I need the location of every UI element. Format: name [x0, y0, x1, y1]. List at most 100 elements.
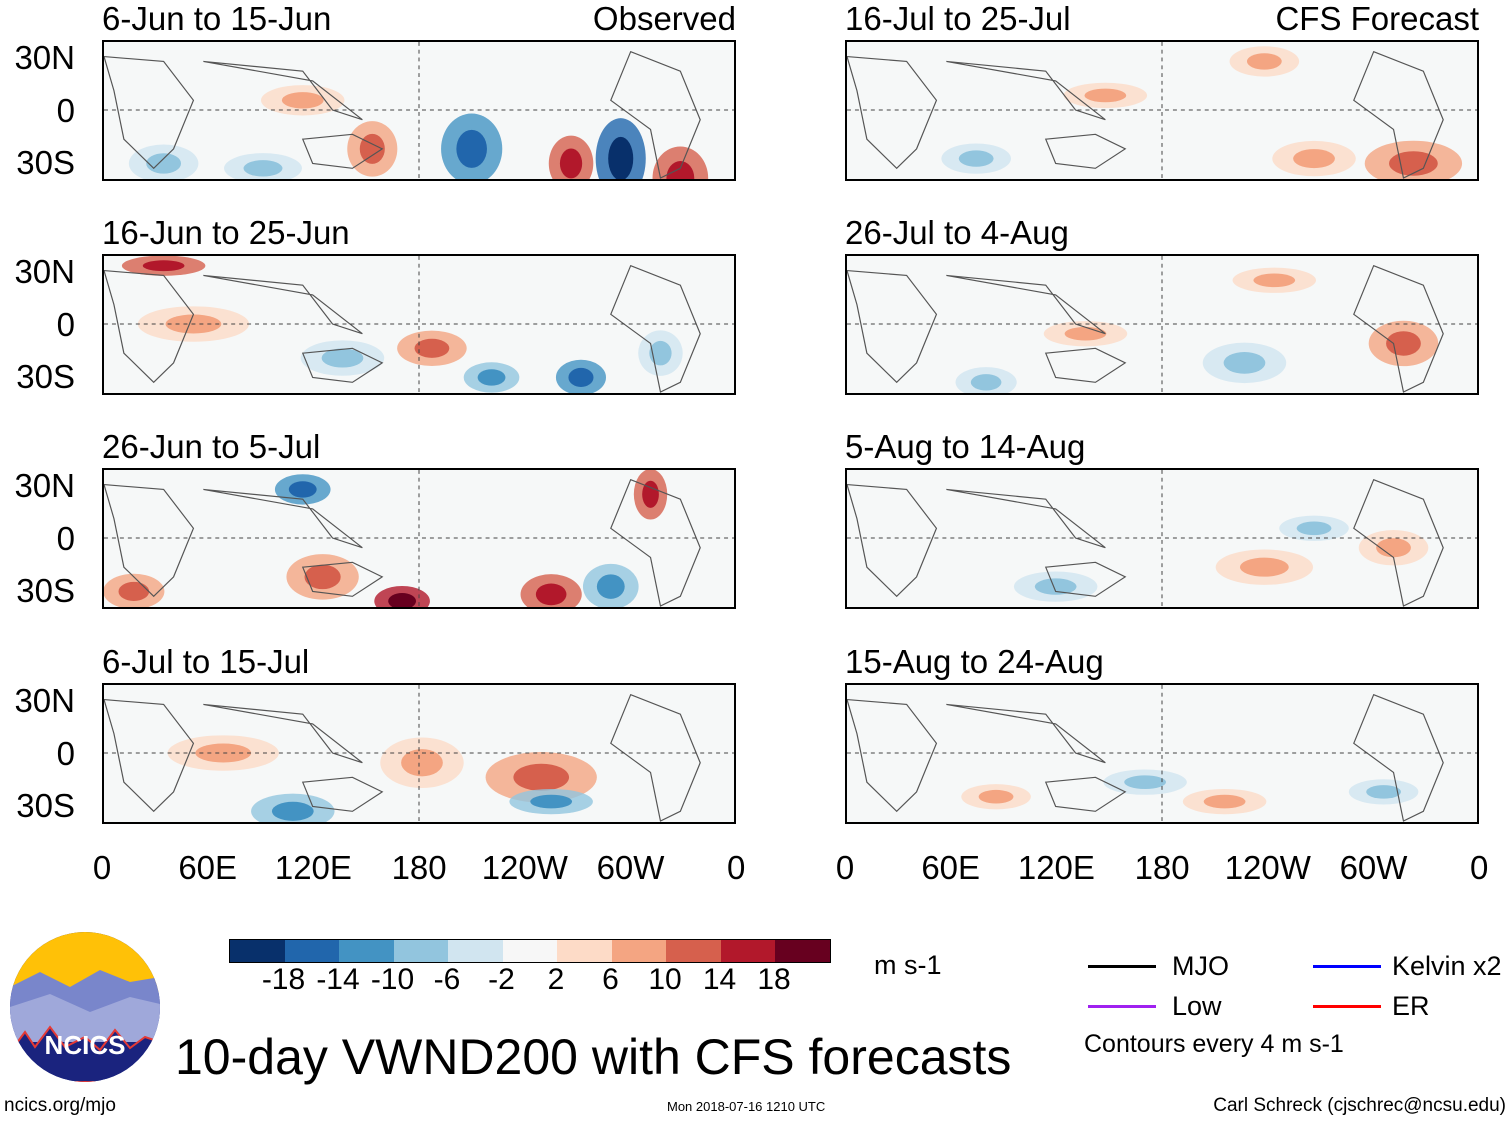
coastlines — [104, 693, 701, 822]
anomaly-core — [642, 480, 659, 508]
anomaly-core — [456, 129, 487, 168]
colorbar-swatch — [720, 940, 775, 962]
anomaly-core — [271, 801, 314, 821]
x-tick-label: 60E — [921, 849, 981, 886]
map-panel — [845, 40, 1479, 181]
anomaly-core — [970, 374, 1002, 391]
legend-label-mjo: MJO — [1172, 951, 1229, 981]
coastlines — [847, 693, 1444, 822]
footer-url[interactable]: ncics.org/mjo — [4, 1095, 116, 1116]
colorbar-tick-label: 2 — [547, 963, 565, 996]
y-tick-label: 30S — [16, 144, 75, 181]
y-tick-label: 30N — [14, 467, 75, 504]
colorbar-swatch — [611, 940, 666, 962]
anomaly-core — [477, 369, 506, 386]
colorbar-units: m s-1 — [874, 950, 942, 980]
anomaly-core — [321, 348, 364, 368]
colorbar-swatch — [230, 940, 285, 962]
anomaly-core — [1296, 521, 1332, 536]
column-header: Observed — [592, 0, 736, 37]
panel-title: 16-Jun to 25-Jun — [102, 214, 350, 251]
anomaly-core — [1376, 538, 1411, 558]
colorbar-tick-label: 10 — [648, 963, 682, 996]
y-tick-label: 0 — [56, 306, 75, 343]
anomaly-core — [1240, 557, 1289, 577]
anomaly-core — [1203, 794, 1246, 809]
anomaly-core — [142, 260, 185, 272]
coastlines — [104, 478, 701, 607]
y-tick-label: 30N — [14, 682, 75, 719]
y-tick-label: 0 — [56, 92, 75, 129]
colorbar-tick-label: -14 — [316, 963, 360, 996]
anomaly-core — [568, 367, 594, 387]
anomaly-core — [304, 564, 341, 590]
anomaly-core — [401, 749, 443, 777]
colorbar-tick-label: 14 — [702, 963, 737, 996]
anomaly-core — [146, 153, 182, 174]
anomaly-core — [958, 150, 994, 167]
panel-title: 26-Jun to 5-Jul — [102, 428, 321, 465]
anomaly-core — [388, 593, 417, 607]
map-panel — [845, 683, 1479, 824]
svg-text:NCICS: NCICS — [45, 1030, 126, 1060]
map-panel — [102, 40, 736, 181]
colorbar-swatch — [393, 940, 448, 962]
panel-title: 5-Aug to 14-Aug — [845, 428, 1086, 465]
coastlines — [104, 50, 701, 179]
coastlines — [847, 478, 1444, 607]
colorbar-swatch — [502, 940, 557, 962]
colorbar-tick-label: -6 — [433, 963, 461, 996]
x-tick-label: 0 — [835, 849, 855, 886]
anomaly-core — [1293, 149, 1335, 169]
panel-title: 6-Jun to 15-Jun — [102, 0, 332, 37]
anomaly-core — [243, 160, 283, 177]
footer-author: Carl Schreck (cjschrec@ncsu.edu) — [1213, 1095, 1506, 1116]
y-tick-label: 30S — [16, 358, 75, 395]
x-tick-label: 180 — [391, 849, 447, 886]
x-tick-label: 120E — [1017, 849, 1095, 886]
legend-line-er — [1313, 1005, 1381, 1008]
x-tick-label: 0 — [727, 849, 746, 886]
anomaly-core — [666, 161, 695, 179]
x-tick-label: 0 — [1470, 849, 1489, 886]
anomaly-core — [1253, 273, 1296, 288]
anomaly-core — [1223, 351, 1266, 374]
panel-title: 26-Jul to 4-Aug — [845, 214, 1069, 251]
y-tick-label: 30N — [14, 39, 75, 76]
coastlines — [847, 264, 1444, 393]
anomaly-core — [1124, 775, 1166, 789]
anomaly-core — [1366, 785, 1401, 799]
ncics-logo: NCICS — [10, 932, 160, 1082]
anomaly-core — [1246, 53, 1282, 70]
colorbar — [229, 939, 831, 963]
colorbar-tick-label: -2 — [488, 963, 515, 996]
y-tick-label: 0 — [56, 520, 75, 557]
x-tick-label: 60W — [1339, 849, 1408, 886]
colorbar-swatch — [775, 940, 830, 962]
anomaly-core — [1389, 151, 1438, 176]
anomaly-core — [608, 136, 634, 179]
y-tick-label: 0 — [56, 735, 75, 772]
panel-title: 16-Jul to 25-Jul — [845, 0, 1071, 37]
map-panel — [102, 254, 736, 395]
y-tick-label: 30S — [16, 572, 75, 609]
anomaly-core — [978, 789, 1014, 804]
anomaly-core — [414, 338, 450, 358]
colorbar-swatch — [448, 940, 503, 962]
colorbar-swatch — [557, 940, 612, 962]
map-panel — [102, 468, 736, 609]
anomaly-core — [535, 583, 567, 606]
legend-line-low — [1088, 1005, 1156, 1008]
anomaly-core — [649, 340, 672, 366]
map-panel — [845, 468, 1479, 609]
x-tick-label: 60E — [178, 849, 238, 886]
map-panel — [845, 254, 1479, 395]
x-tick-label: 60W — [596, 849, 665, 886]
anomaly-core — [1084, 88, 1127, 103]
legend-label-low: Low — [1172, 991, 1222, 1021]
footer-timestamp: Mon 2018-07-16 1210 UTC — [667, 1099, 826, 1114]
x-tick-label: 120W — [1224, 849, 1311, 886]
y-tick-label: 30S — [16, 787, 75, 824]
anomaly-core — [281, 92, 324, 109]
colorbar-tick-label: -10 — [370, 963, 415, 996]
